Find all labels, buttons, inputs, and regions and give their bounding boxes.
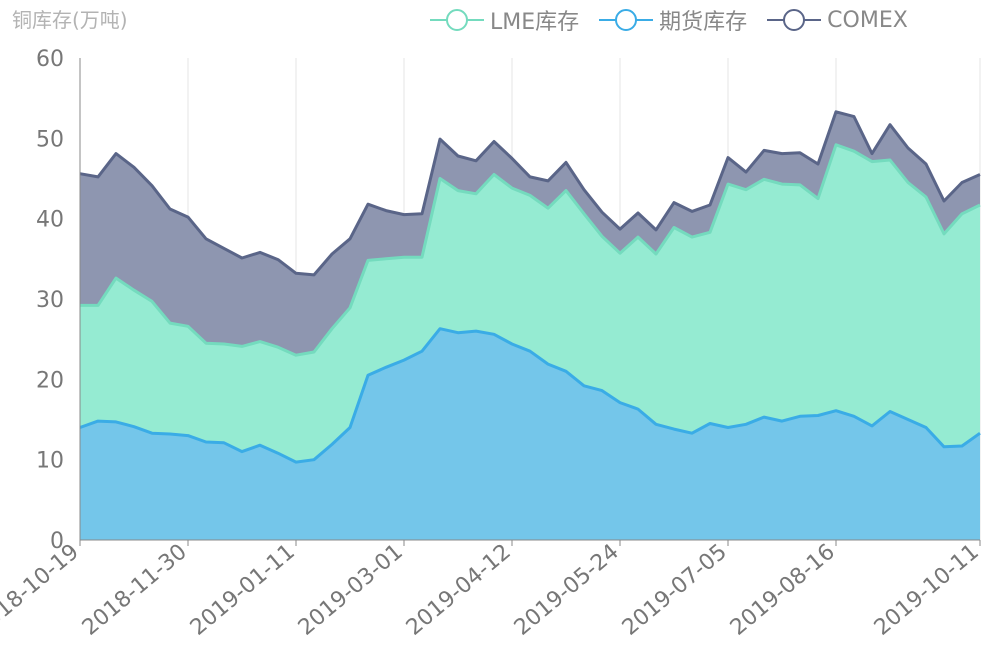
legend-lme-label: LME库存	[490, 10, 580, 35]
legend-futures-icon	[599, 9, 654, 31]
legend-item-futures[interactable]: 期货库存	[599, 4, 747, 36]
series-line-0	[79, 327, 981, 464]
series-line-1	[80, 143, 981, 357]
x-tick-label: 2019-08-16	[726, 539, 840, 640]
x-tick-label: 2018-11-30	[78, 539, 192, 640]
legend-comex-icon	[767, 9, 822, 31]
x-tick-label: 2019-04-12	[402, 539, 516, 640]
x-tick-label: 2019-01-11	[186, 539, 300, 640]
area-1	[80, 144, 980, 463]
x-tick-label: 2018-10-19	[0, 539, 84, 640]
x-tick-label: 2019-10-11	[870, 539, 984, 640]
legend: LME库存 期货库存 COMEX	[430, 4, 908, 36]
legend-item-comex[interactable]: COMEX	[767, 8, 908, 33]
legend-item-lme[interactable]: LME库存	[430, 4, 579, 36]
y-tick-label: 10	[36, 449, 64, 474]
area-2	[80, 111, 980, 356]
area-0	[80, 328, 980, 540]
y-tick-label: 60	[36, 47, 64, 72]
y-axis-unit-label: 铜库存(万吨)	[12, 8, 128, 32]
y-tick-label: 0	[50, 529, 64, 554]
x-tick-label: 2019-07-05	[618, 539, 732, 640]
series-line-2	[79, 110, 981, 277]
y-tick-label: 50	[36, 127, 64, 152]
y-tick-label: 30	[36, 288, 64, 313]
y-tick-label: 20	[36, 368, 64, 393]
y-tick-label: 40	[36, 208, 64, 233]
x-tick-label: 2019-05-24	[510, 539, 624, 640]
legend-lme-icon	[430, 9, 484, 31]
legend-comex-label: COMEX	[827, 7, 908, 33]
legend-futures-label: 期货库存	[659, 10, 748, 35]
x-tick-label: 2019-03-01	[294, 539, 408, 640]
